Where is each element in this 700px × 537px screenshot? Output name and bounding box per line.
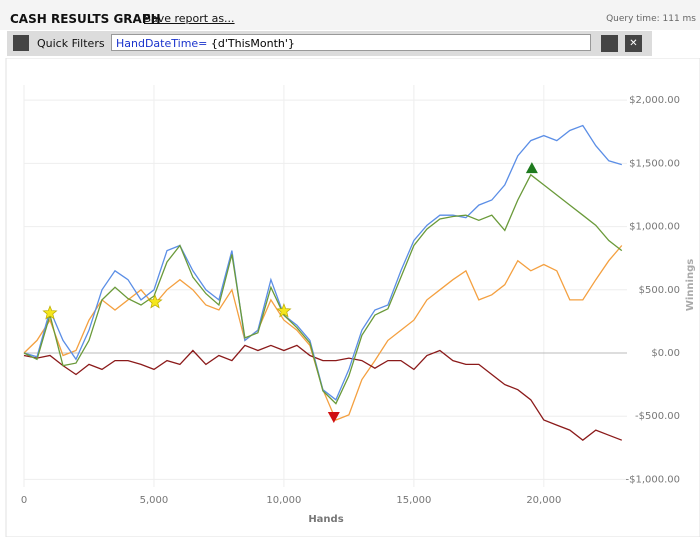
series-line [23, 344, 623, 442]
header-bar: CASH RESULTS GRAPH Save report as... Que… [0, 0, 700, 30]
y-tick-label: -$500.00 [635, 411, 680, 422]
marker-star [276, 303, 292, 318]
chart-panel [5, 58, 700, 537]
x-axis-title: Hands [308, 514, 343, 525]
query-time: Query time: 111 ms [606, 14, 696, 24]
y-tick-label: -$1,000.00 [625, 474, 680, 485]
x-tick-label: 10,000 [266, 495, 301, 506]
series-line [23, 173, 623, 405]
marker-triangle-up [525, 162, 538, 174]
clear-filter-button[interactable]: ✕ [625, 35, 642, 52]
x-tick-label: 15,000 [396, 495, 431, 506]
y-axis-title: Winnings [685, 259, 696, 311]
y-tick-label: $1,000.00 [629, 222, 680, 233]
marker-star [42, 305, 58, 320]
filter-button[interactable] [13, 35, 29, 51]
marker-star [147, 294, 163, 309]
x-tick-label: 0 [21, 495, 27, 506]
filter-bar: Quick Filters HandDateTime= {d'ThisMonth… [7, 31, 652, 56]
y-tick-label: $1,500.00 [629, 158, 680, 169]
filter-value: {d'ThisMonth'} [207, 37, 295, 50]
x-tick-label: 5,000 [140, 495, 169, 506]
chart: Hands Winnings 0 5,000 10,000 15,000 20,000 -… [5, 58, 700, 537]
y-tick-label: $2,000.00 [629, 95, 680, 106]
y-tick-label: $500.00 [639, 285, 680, 296]
save-link[interactable]: Save report as... [144, 12, 235, 25]
y-tick-label: $0.00 [651, 348, 680, 359]
filter-input[interactable]: HandDateTime= {d'ThisMonth'} [111, 34, 591, 51]
save-filter-button[interactable] [601, 35, 618, 52]
x-tick-label: 20,000 [526, 495, 561, 506]
report-title: CASH RESULTS GRAPH [10, 12, 161, 26]
filter-label: Quick Filters [37, 37, 105, 50]
marker-triangle-down [327, 411, 340, 423]
filter-key: HandDateTime= [116, 37, 208, 50]
